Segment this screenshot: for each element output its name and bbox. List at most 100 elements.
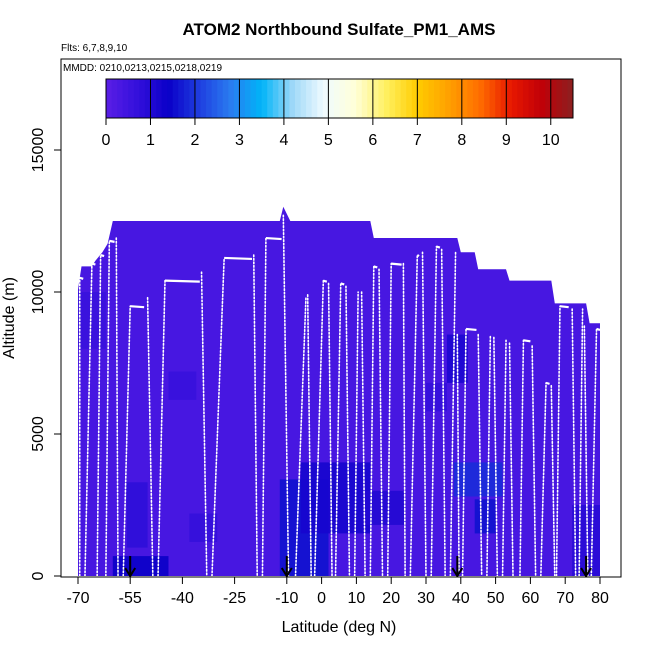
flight-track [386,262,393,577]
plot-frame [60,58,622,578]
flight-track [294,296,307,577]
colorbar-segment [356,79,363,118]
colorbar-segment [500,79,507,118]
flight-track [531,345,537,577]
colorbar-segment [428,79,435,118]
colorbar-segment [139,79,146,118]
x-tick-label: -70 [66,590,89,607]
flight-track [327,282,333,577]
flight-level-leg [79,276,84,280]
flight-level-leg [559,305,569,309]
flight-track [550,384,556,577]
x-axis-label: Latitude (deg N) [282,619,397,636]
colorbar-tick-label: 3 [235,132,244,149]
colorbar-segment [306,79,313,118]
flight-track [146,296,154,577]
x-axis: -70 -55 -40 -25 -10 0 10 20 30 40 50 60 70 80 [66,577,609,607]
colorbar-segment [489,79,496,118]
colorbar-segment [233,79,240,118]
colorbar-segment [333,79,340,118]
colorbar-segment [345,79,352,118]
colorbar-tick-label: 0 [102,132,111,149]
colorbar-segment [311,79,318,118]
flight-track [571,308,577,577]
colorbar-segment [172,79,179,118]
colorbar-tick-label: 10 [542,132,560,149]
flight-track [313,279,325,577]
colorbar-segment [539,79,546,118]
flight-level-leg [523,339,531,343]
colorbar-segment [506,79,513,118]
flight-level-leg [373,265,378,269]
flight-track [157,279,166,577]
colorbar-segment [167,79,174,118]
flight-track [409,254,419,577]
colorbar-segment [511,79,518,118]
concentration-patch [474,499,496,534]
flight-track [345,285,351,577]
flight-level-leg [224,256,253,261]
flight-track [449,251,457,577]
colorbar-segment [128,79,135,118]
colorbar-segment [117,79,124,118]
flight-level-leg [164,279,200,283]
concentration-patch [126,482,148,548]
colorbar-segment [217,79,224,118]
colorbar-segment [534,79,541,118]
flight-track [578,308,584,577]
colorbar-segment [434,79,440,118]
flight-track [115,237,119,577]
flight-level-leg [130,305,145,309]
colorbar-segment [183,79,190,118]
colorbar-segment [239,79,246,118]
arrow-head [580,567,592,577]
colorbar-segment [472,79,479,118]
colorbar-segment [228,79,235,118]
colorbar-segment [111,79,118,118]
y-axis-label: Altitude (m) [1,277,18,359]
colorbar-segment [495,79,502,118]
colorbar-segment [272,79,279,118]
flight-track [353,291,359,577]
colorbar-segment [550,79,557,118]
flight-track [211,257,225,577]
concentration-patch [426,382,447,412]
colorbar-segment [122,79,129,118]
flight-track [583,325,589,577]
colorbar-segment [378,79,385,118]
colorbar-segment [106,79,112,118]
colorbar: 0 1 2 3 4 5 6 7 8 9 10 [102,78,574,149]
colorbar-segment [267,79,274,118]
colorbar-segment [395,79,402,118]
colorbar-segment [467,79,474,118]
x-tick-label: -25 [223,590,246,607]
colorbar-segment [200,79,207,118]
colorbar-tick-label: 5 [324,132,333,149]
flight-level-leg [465,327,477,332]
colorbar-segment [400,79,407,118]
plot-area [78,206,601,577]
colorbar-segment [461,79,468,118]
flight-track [96,254,102,577]
colorbar-segment [222,79,229,118]
colorbar-tick-label: 8 [457,132,466,149]
colorbar-tick-label: 2 [190,132,199,149]
flight-track [456,333,460,577]
colorbar-segment [439,79,446,118]
x-tick-label: 0 [317,590,326,607]
colorbar-segment [367,79,374,118]
colorbar-segment [361,79,368,118]
flight-track [477,333,483,577]
colorbar-segment [545,79,552,118]
flight-track [501,339,507,577]
x-tick-label: 50 [487,590,505,607]
y-tick-label: 0 [30,571,47,580]
colorbar-tick-label: 7 [413,132,422,149]
flight-level-leg [416,254,420,258]
colorbar-segment [522,79,529,118]
colorbar-segment [372,79,379,118]
colorbar-segment [250,79,257,118]
colorbar-segment [283,79,290,118]
colorbar-segment [317,79,324,118]
